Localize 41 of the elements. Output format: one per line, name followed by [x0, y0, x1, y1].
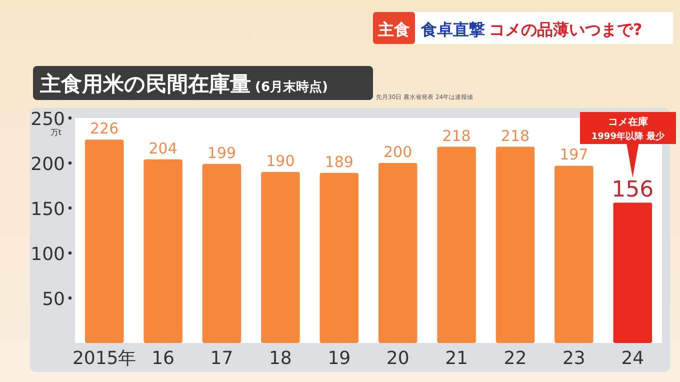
- y-tick-label: 250: [30, 109, 65, 130]
- x-tick-label: 16: [152, 348, 175, 369]
- bar: [84, 140, 124, 343]
- data-label: 190: [266, 152, 295, 170]
- y-tick-label: 150: [30, 199, 65, 220]
- x-tick-label: 20: [386, 348, 410, 369]
- annotation: コメ在庫 1999年以降 最少: [591, 116, 666, 142]
- x-tick-label: 23: [562, 348, 586, 369]
- bar: [320, 172, 359, 343]
- data-label: 199: [207, 144, 236, 162]
- x-tick-label: 18: [268, 348, 292, 369]
- y-axis-title: 万t: [50, 128, 62, 137]
- bar: [496, 146, 535, 343]
- bar: [261, 172, 300, 343]
- bar: [613, 202, 652, 343]
- bar: [202, 164, 242, 343]
- chart-title: 主食用米の民間在庫量: [40, 72, 251, 96]
- x-tick-label: 2015年: [72, 348, 136, 369]
- bar: [554, 166, 594, 343]
- x-tick-label: 17: [210, 348, 234, 369]
- x-tick-label: 22: [504, 348, 527, 369]
- x-tick-label: 24: [621, 348, 644, 369]
- data-label: 189: [324, 152, 354, 171]
- data-label: 204: [148, 139, 178, 158]
- chart-subtitle: (6月末時点): [255, 79, 328, 95]
- data-label: 200: [384, 143, 412, 161]
- bar: [144, 159, 182, 343]
- data-label: 156: [612, 178, 654, 203]
- data-label: 218: [500, 126, 530, 145]
- x-tick-label: 19: [328, 348, 351, 369]
- data-label: 218: [442, 126, 471, 145]
- y-tick-label: 50: [42, 289, 65, 310]
- text: 主食: [377, 20, 410, 39]
- text: 食卓直撃 コメの品薄いつまで?: [420, 20, 642, 39]
- y-tick-label: 200: [30, 154, 65, 175]
- x-tick-label: 21: [445, 348, 468, 369]
- data-label: 226: [90, 120, 119, 138]
- data-label: 197: [560, 146, 588, 164]
- y-tick-label: 100: [30, 244, 65, 265]
- bar: [437, 146, 476, 343]
- bar: [378, 163, 418, 343]
